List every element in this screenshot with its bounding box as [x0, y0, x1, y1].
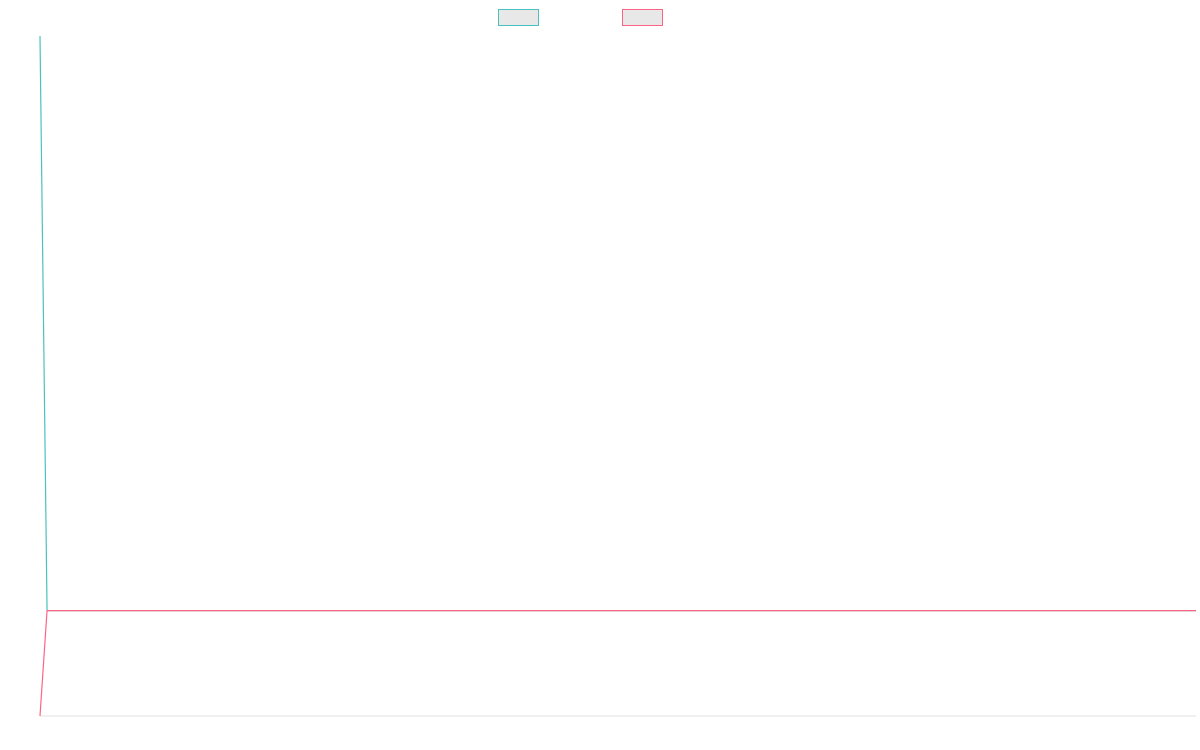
series-line-1 — [39, 35, 1196, 612]
legend-swatch-1 — [498, 9, 539, 26]
series-line-2 — [39, 609, 1196, 717]
legend — [498, 9, 663, 26]
series-group — [39, 35, 1196, 717]
legend-swatch-2 — [622, 9, 663, 26]
